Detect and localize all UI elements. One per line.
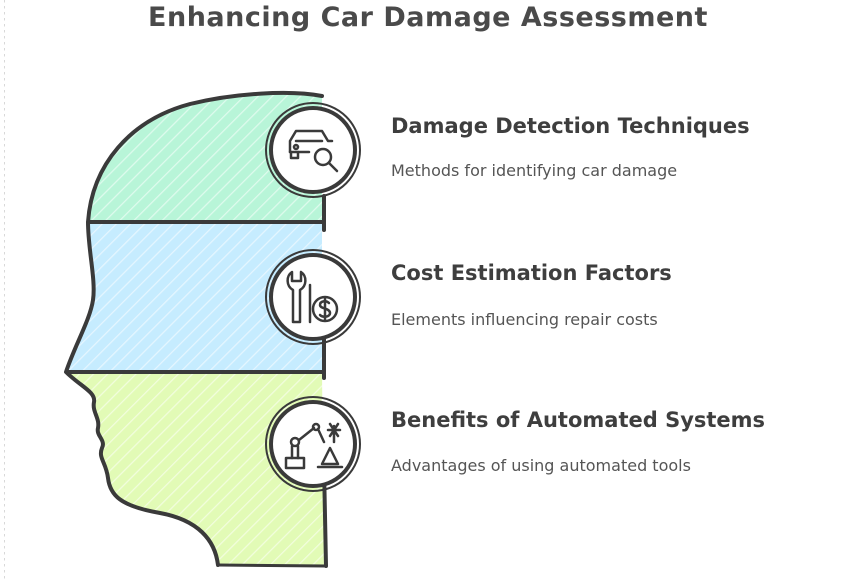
icon-circle-3 (265, 396, 361, 492)
page-edge-dots (4, 0, 5, 579)
icon-circle-2 (265, 249, 361, 345)
car-magnifier-icon (288, 129, 339, 173)
item-title-2: Cost Estimation Factors (391, 261, 672, 285)
neck-bottom-line (217, 563, 327, 568)
item-title-3: Benefits of Automated Systems (391, 408, 766, 432)
icon-circle-1 (265, 102, 361, 198)
item-description-3: Advantages of using automated tools (391, 456, 691, 475)
head-outline (64, 90, 324, 567)
item-description-2: Elements influencing repair costs (391, 310, 658, 329)
wrench-dollar-icon (286, 270, 339, 324)
robot-arm-icon (284, 422, 344, 470)
page-title: Enhancing Car Damage Assessment (148, 2, 708, 33)
item-description-1: Methods for identifying car damage (391, 161, 678, 180)
head-section-top (88, 92, 322, 222)
head-section-bottom (66, 372, 324, 565)
item-title-1: Damage Detection Techniques (391, 114, 750, 138)
head-section-middle (66, 222, 322, 372)
